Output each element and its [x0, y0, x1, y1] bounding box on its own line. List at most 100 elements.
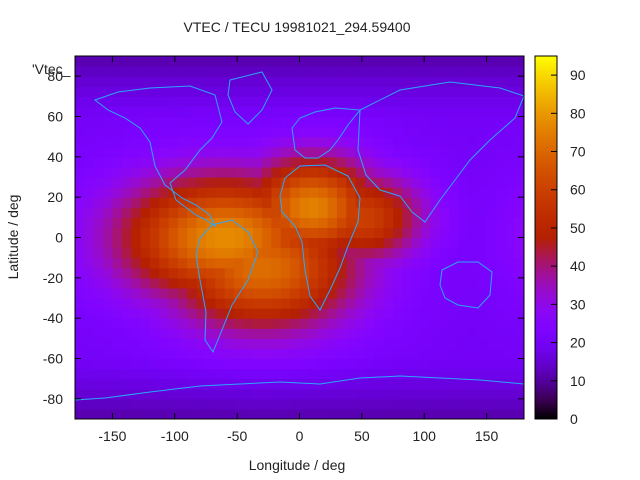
heatmap-cell [112, 66, 123, 77]
heatmap-cell [355, 287, 366, 299]
heatmap-cell [346, 106, 357, 118]
heatmap-cell [458, 177, 469, 188]
heatmap-cell [187, 237, 198, 249]
heatmap-cell [140, 106, 151, 118]
heatmap-cell [449, 56, 460, 67]
heatmap-cell [393, 408, 403, 419]
heatmap-cell [299, 197, 310, 208]
heatmap-cell [75, 398, 85, 410]
heatmap-cell [364, 237, 375, 249]
heatmap-cell [252, 308, 263, 319]
heatmap-cell [364, 76, 375, 87]
heatmap-cell [458, 56, 469, 67]
heatmap-cell [299, 116, 310, 128]
heatmap-cell [196, 247, 207, 259]
heatmap-cell [411, 116, 422, 128]
heatmap-cell [112, 267, 123, 279]
heatmap-cell [318, 408, 329, 419]
heatmap-cell [318, 267, 329, 279]
heatmap-cell [477, 308, 488, 319]
heatmap-cell [299, 348, 310, 360]
heatmap-cell [421, 277, 432, 289]
heatmap-cell [467, 177, 478, 188]
heatmap-cell [495, 328, 506, 339]
heatmap-cell [308, 116, 319, 128]
heatmap-cell [383, 146, 394, 158]
heatmap-cell [449, 177, 460, 188]
heatmap-cell [121, 217, 132, 229]
heatmap-cell [196, 217, 207, 229]
heatmap-cell [439, 328, 450, 339]
heatmap-cell [318, 287, 329, 299]
heatmap-cell [75, 156, 85, 168]
heatmap-cell [280, 146, 291, 158]
heatmap-cell [243, 187, 254, 198]
heatmap-cell [421, 368, 432, 380]
heatmap-cell [177, 126, 188, 138]
heatmap-cell [355, 146, 366, 158]
heatmap-cell [467, 207, 478, 218]
heatmap-cell [346, 247, 357, 259]
heatmap-cell [439, 66, 450, 77]
heatmap-cell [430, 76, 441, 87]
heatmap-cell [234, 328, 244, 339]
heatmap-cell [215, 207, 226, 218]
heatmap-cell [140, 56, 151, 67]
heatmap-cell [112, 388, 123, 400]
heatmap-cell [374, 126, 385, 138]
heatmap-cell [430, 66, 441, 77]
heatmap-cell [439, 86, 450, 97]
heatmap-cell [84, 368, 95, 380]
heatmap-cell [495, 368, 506, 380]
heatmap-cell [364, 277, 375, 289]
heatmap-cell [467, 156, 478, 168]
heatmap-cell [299, 166, 310, 178]
heatmap-cell [224, 136, 235, 148]
heatmap-cell [505, 76, 516, 87]
heatmap-cell [477, 237, 488, 249]
heatmap-cell [336, 388, 347, 400]
colorbar-tick-label: 60 [570, 182, 586, 198]
heatmap-cell [84, 388, 95, 400]
heatmap-cell [140, 237, 151, 249]
heatmap-cell [75, 277, 85, 289]
heatmap-cell [514, 318, 524, 329]
heatmap-cell [495, 136, 506, 148]
heatmap-cell [280, 197, 291, 208]
heatmap-cell [103, 408, 114, 419]
heatmap-cell [205, 318, 216, 329]
heatmap-cell [234, 398, 244, 410]
heatmap-cell [187, 378, 198, 390]
heatmap-cell [299, 156, 310, 168]
heatmap-cell [364, 86, 375, 97]
heatmap-cell [364, 388, 375, 400]
heatmap-cell [402, 298, 413, 309]
heatmap-cell [84, 338, 95, 350]
heatmap-cell [308, 166, 319, 178]
heatmap-cell [495, 126, 506, 138]
heatmap-cell [290, 398, 301, 410]
heatmap-cell [458, 378, 469, 390]
heatmap-cell [262, 86, 273, 97]
heatmap-cell [439, 56, 450, 67]
heatmap-cell [140, 368, 151, 380]
y-tick-label: 0 [55, 230, 63, 246]
heatmap-cell [318, 217, 329, 229]
heatmap-cell [103, 287, 114, 299]
heatmap-cell [131, 146, 142, 158]
heatmap-cell [402, 328, 413, 339]
heatmap-cell [318, 86, 329, 97]
heatmap-cell [75, 126, 85, 138]
heatmap-cell [234, 187, 244, 198]
heatmap-cell [495, 207, 506, 218]
heatmap-cell [234, 368, 244, 380]
heatmap-cell [262, 146, 273, 158]
heatmap-cell [477, 86, 488, 97]
heatmap-cell [486, 338, 497, 350]
heatmap-cell [495, 378, 506, 390]
heatmap-cell [215, 287, 226, 299]
heatmap-cell [393, 378, 403, 390]
heatmap-cell [467, 237, 478, 249]
heatmap-cell [159, 308, 170, 319]
